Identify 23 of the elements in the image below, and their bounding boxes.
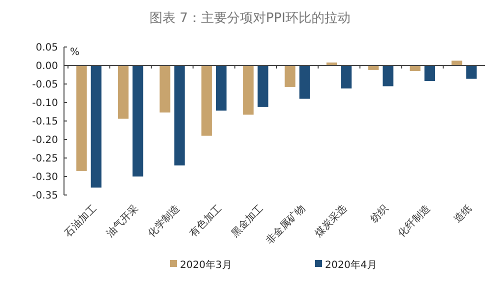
y-tick-label: -0.15 — [32, 116, 58, 128]
y-tick-label: -0.20 — [32, 135, 58, 146]
x-tick-label: 造纸 — [452, 202, 474, 226]
y-tick-label: 0.05 — [36, 42, 58, 54]
x-tick-label: 化纤制造 — [396, 202, 433, 240]
x-tick-label: 有色加工 — [187, 202, 224, 240]
x-tick-label: 非金属矿物 — [264, 202, 308, 246]
chart-title: 图表 7：主要分项对PPI环比的拉动 — [150, 10, 350, 26]
legend-label: 2020年4月 — [325, 259, 377, 271]
y-axis-title: % — [70, 47, 80, 58]
x-tick-label: 油气开采 — [104, 202, 141, 240]
y-tick-label: 0.00 — [36, 61, 58, 72]
x-tick-label: 石油加工 — [62, 202, 99, 240]
x-tick-label: 化学制造 — [146, 202, 182, 240]
y-tick-label: -0.30 — [32, 172, 58, 183]
legend-label: 2020年3月 — [180, 259, 232, 271]
x-tick-label: 煤炭采选 — [312, 202, 350, 240]
y-tick-label: -0.05 — [32, 80, 58, 90]
y-tick-label: -0.35 — [32, 190, 58, 202]
x-tick-label: 纺织 — [368, 202, 391, 226]
y-tick-label: -0.25 — [32, 154, 58, 164]
x-tick-label: 黑金加工 — [229, 202, 266, 240]
y-tick-label: -0.10 — [32, 98, 58, 109]
